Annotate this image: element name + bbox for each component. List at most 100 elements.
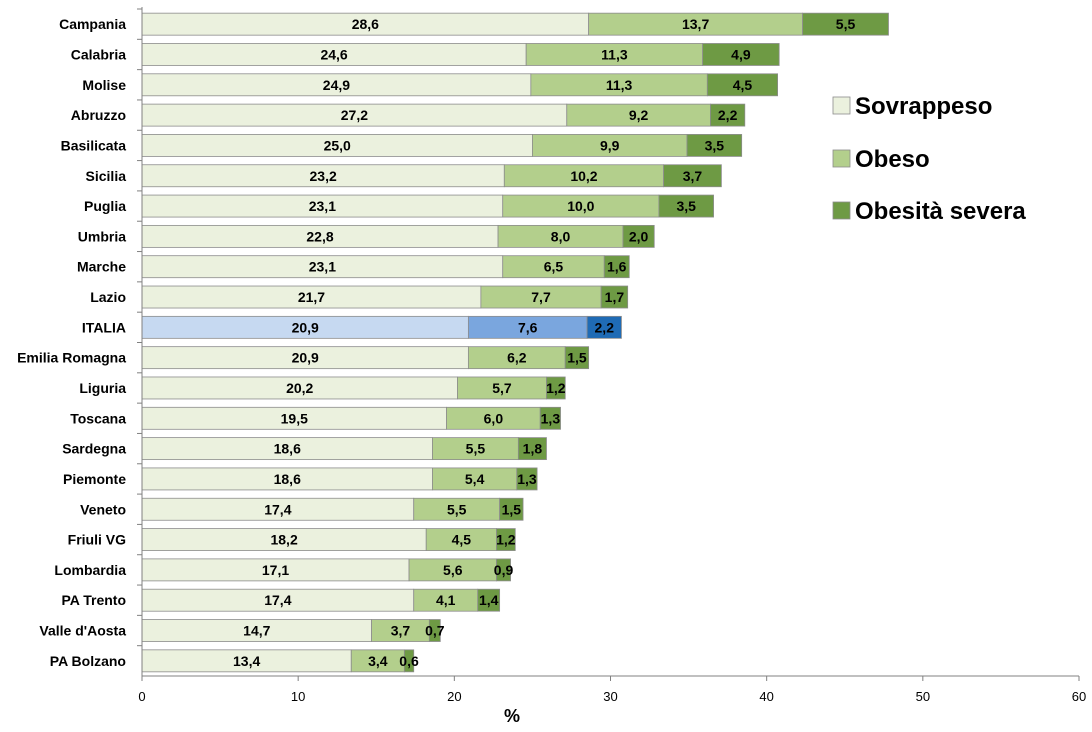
- category-labels: Campania Calabria Molise Abruzzo Basilicata S…: [17, 16, 126, 669]
- data-label: 1,5: [567, 350, 587, 366]
- data-label: 14,7: [243, 623, 270, 639]
- data-label: 23,2: [310, 168, 337, 184]
- data-label: 22,8: [306, 228, 333, 244]
- data-label: 11,3: [606, 77, 633, 93]
- category-label: Valle d'Aosta: [39, 623, 126, 639]
- data-label: 17,1: [262, 562, 289, 578]
- data-label: 2,2: [718, 107, 738, 123]
- data-label: 5,5: [836, 16, 856, 32]
- data-label: 20,9: [292, 350, 319, 366]
- legend-label: Obesità severa: [855, 198, 1026, 225]
- data-label: 7,6: [518, 319, 538, 335]
- category-label: Toscana: [70, 410, 126, 426]
- category-label: Calabria: [71, 46, 126, 62]
- bar-segment: [546, 376, 566, 400]
- data-label: 10,0: [567, 198, 594, 214]
- x-tick-label: 30: [603, 689, 617, 704]
- data-label: 3,4: [368, 653, 388, 669]
- data-label: 24,9: [323, 77, 350, 93]
- data-label: 19,5: [281, 410, 308, 426]
- bar-segment: [428, 619, 441, 642]
- data-label: 6,0: [484, 410, 504, 426]
- x-tick-label: 40: [759, 689, 773, 704]
- data-label: 23,1: [309, 198, 336, 214]
- bar-segment: [496, 558, 511, 582]
- data-label: 27,2: [341, 107, 368, 123]
- bar-segment: [564, 346, 590, 370]
- bar-segment: [706, 73, 778, 97]
- bar-segment: [403, 649, 415, 673]
- data-label: 4,5: [452, 532, 472, 548]
- data-label: 4,5: [733, 77, 753, 93]
- x-tick-label: 20: [447, 689, 461, 704]
- bar-segment: [702, 43, 780, 66]
- data-label: 13,4: [233, 653, 260, 669]
- data-label: 6,5: [544, 259, 564, 275]
- data-label: 10,2: [570, 168, 597, 184]
- legend: Sovrappeso Obeso Obesità severa: [832, 93, 1026, 225]
- data-label: 1,3: [541, 410, 561, 426]
- data-label: 3,5: [705, 137, 725, 153]
- category-label: PA Bolzano: [50, 653, 126, 669]
- data-label: 5,6: [443, 562, 463, 578]
- data-label: 13,7: [682, 16, 709, 32]
- data-label: 20,2: [286, 380, 313, 396]
- bar-segment: [603, 255, 630, 279]
- category-label: Friuli VG: [68, 532, 126, 548]
- data-label: 1,5: [502, 501, 522, 517]
- bar-segment: [802, 12, 889, 36]
- data-label: 2,0: [629, 228, 649, 244]
- data-label: 1,8: [523, 441, 543, 457]
- data-label: 17,4: [264, 592, 291, 608]
- category-label: Marche: [77, 259, 126, 275]
- data-label: 18,2: [270, 532, 297, 548]
- x-tick-label: 60: [1072, 689, 1086, 704]
- legend-swatch: [832, 96, 851, 115]
- legend-swatch: [832, 149, 851, 168]
- category-label: Umbria: [78, 228, 126, 244]
- data-label: 20,9: [292, 319, 319, 335]
- data-label: 5,7: [492, 380, 512, 396]
- category-label: Molise: [82, 77, 126, 93]
- x-axis-title: %: [504, 706, 520, 726]
- data-label: 1,3: [517, 471, 537, 487]
- data-label: 4,1: [436, 592, 456, 608]
- data-label: 1,2: [546, 380, 566, 396]
- data-label: 9,2: [629, 107, 649, 123]
- data-label: 0,9: [494, 562, 514, 578]
- data-label: 1,7: [605, 289, 625, 305]
- bar-segment: [622, 224, 655, 248]
- category-label: Piemonte: [63, 471, 126, 487]
- category-label: Basilicata: [61, 137, 127, 153]
- data-label: 24,6: [320, 46, 347, 62]
- bar-segment: [658, 194, 714, 218]
- data-label: 6,2: [507, 350, 527, 366]
- data-label: 2,2: [595, 319, 615, 335]
- legend-label: Obeso: [855, 146, 930, 173]
- category-label: Lazio: [90, 289, 126, 305]
- legend-label: Sovrappeso: [855, 93, 992, 120]
- bar-segment: [516, 467, 538, 491]
- bar-segment: [710, 103, 746, 127]
- data-label: 5,5: [466, 441, 486, 457]
- data-label: 28,6: [352, 16, 379, 32]
- bar-segment: [686, 134, 743, 157]
- category-label: Emilia Romagna: [17, 350, 126, 366]
- bar-segment: [517, 437, 547, 461]
- category-label: Campania: [59, 16, 126, 32]
- data-label: 23,1: [309, 259, 336, 275]
- data-label: 1,4: [479, 592, 499, 608]
- bar-segment: [477, 588, 501, 612]
- legend-swatch: [832, 201, 851, 220]
- data-label: 3,7: [391, 623, 411, 639]
- data-label: 17,4: [264, 501, 291, 517]
- bar-segment: [600, 285, 629, 309]
- bar-segment: [496, 528, 516, 551]
- data-label: 21,7: [298, 289, 325, 305]
- category-label: PA Trento: [61, 592, 126, 608]
- category-label: Sardegna: [62, 441, 126, 457]
- x-tick-label: 10: [291, 689, 305, 704]
- data-label: 9,9: [600, 137, 620, 153]
